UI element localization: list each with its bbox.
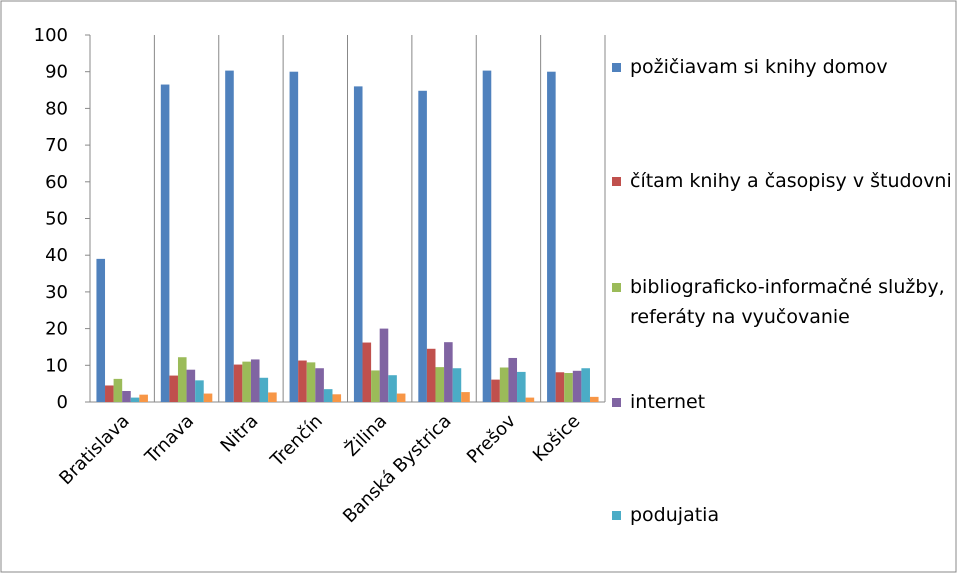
bar — [250, 359, 260, 402]
y-tick-label: 60 — [45, 172, 68, 193]
bar — [169, 375, 178, 402]
y-tick-label: 50 — [45, 209, 68, 230]
bar — [353, 86, 363, 402]
bar — [461, 392, 470, 402]
bar — [418, 90, 427, 402]
y-tick-label: 70 — [45, 135, 68, 156]
y-tick-label: 30 — [45, 282, 68, 303]
legend-swatch — [612, 63, 621, 72]
bar — [177, 357, 187, 402]
bar — [233, 364, 243, 402]
legend-entry: bibliograficko-informačné služby, referá… — [612, 272, 969, 332]
x-tick-label: Prešov — [463, 410, 520, 467]
bar — [572, 370, 582, 402]
y-tick-label: 90 — [45, 62, 68, 83]
bar — [444, 342, 453, 402]
bar — [298, 360, 307, 402]
bar — [122, 390, 131, 402]
bar — [96, 258, 106, 402]
y-tick-label: 80 — [45, 98, 68, 119]
legend-entry: internet — [612, 387, 969, 417]
bar — [130, 397, 140, 402]
bar — [225, 70, 234, 402]
bar — [289, 71, 299, 402]
bar — [332, 394, 342, 402]
bar — [388, 375, 397, 402]
bar — [371, 370, 380, 402]
legend-swatch — [612, 177, 621, 186]
bar — [362, 342, 372, 402]
x-tick-label: Nitra — [217, 411, 263, 457]
bar — [499, 367, 509, 402]
bar — [491, 379, 500, 402]
bar — [452, 368, 462, 402]
legend-entry: podujatia — [612, 500, 969, 530]
legend-label: internet — [630, 391, 706, 413]
bar — [323, 389, 333, 402]
legend-swatch — [612, 511, 621, 520]
bar — [581, 368, 590, 402]
bar — [186, 369, 196, 402]
bar — [396, 393, 406, 402]
bar — [195, 380, 204, 402]
bar — [268, 392, 277, 402]
bar — [113, 378, 123, 402]
bar — [160, 84, 170, 403]
bar — [564, 373, 573, 402]
bar — [139, 394, 148, 402]
x-tick-label: Bratislava — [55, 411, 133, 489]
x-tick-label: Košice — [529, 411, 584, 466]
legend-entry: požičiavam si knihy domov — [612, 52, 969, 82]
x-tick-label: Banská Bystrica — [339, 411, 456, 528]
bar — [242, 361, 251, 402]
bar — [203, 393, 213, 402]
legend-swatch — [612, 398, 621, 407]
y-tick-label: 100 — [34, 25, 68, 46]
bar — [435, 367, 445, 402]
legend-label: požičiavam si knihy domov — [630, 56, 888, 78]
bar — [105, 385, 114, 402]
legend-label: čítam knihy a časopisy v študovni — [630, 170, 952, 192]
bar — [259, 377, 269, 402]
y-tick-label: 0 — [57, 392, 68, 413]
y-tick-label: 40 — [45, 245, 68, 266]
bar — [555, 372, 565, 402]
legend-label: bibliograficko-informačné služby, referá… — [630, 276, 945, 328]
bar — [379, 328, 389, 402]
x-tick-label: Trnava — [140, 411, 198, 469]
bar — [315, 368, 324, 402]
legend-label: podujatia — [630, 504, 720, 526]
bar — [482, 70, 492, 402]
y-tick-label: 20 — [45, 319, 68, 340]
x-tick-label: Žilina — [340, 410, 391, 461]
bar — [426, 348, 436, 402]
bar — [589, 396, 599, 402]
legend-entry: čítam knihy a časopisy v študovni — [612, 166, 969, 196]
legend-swatch — [612, 283, 621, 292]
bar — [508, 357, 518, 402]
bar — [525, 397, 535, 402]
bar — [517, 371, 526, 402]
x-tick-label: Trenčín — [266, 411, 327, 472]
y-tick-label: 10 — [45, 355, 68, 376]
bar — [306, 362, 316, 402]
bar — [547, 71, 556, 402]
